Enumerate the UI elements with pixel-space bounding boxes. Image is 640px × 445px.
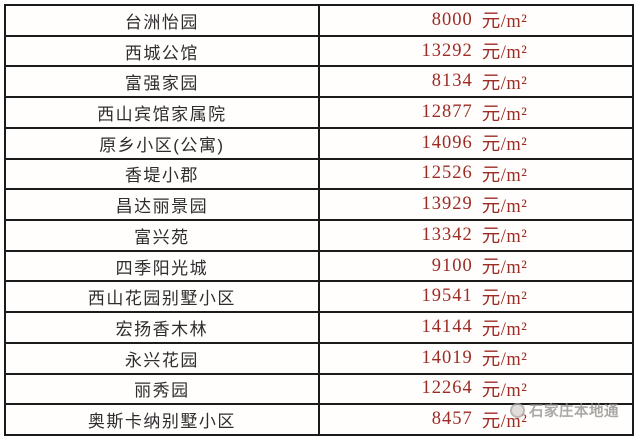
- table-row: 香堤小郡 12526 元/m²: [6, 159, 632, 191]
- price-unit: 元/m²: [481, 135, 528, 156]
- community-name: 西城公馆: [124, 43, 199, 63]
- table-row: 西山宾馆家属院 12877 元/m²: [6, 98, 632, 129]
- community-name: 昌达丽景园: [115, 197, 209, 217]
- price-cell: 14096 元/m²: [317, 128, 632, 158]
- price-cell: 12877 元/m²: [317, 98, 632, 127]
- table-row: 原乡小区(公寓) 14096 元/m²: [6, 128, 632, 160]
- price-cell: 8000 元/m²: [317, 6, 632, 35]
- table-row: 永兴花园 14019 元/m²: [6, 343, 632, 375]
- community-name: 宏扬香木林: [115, 320, 209, 340]
- table-row: 四季阳光城 9100 元/m²: [6, 251, 632, 283]
- price-value: 8457: [431, 409, 473, 430]
- price-cell: 12526 元/m²: [317, 159, 632, 189]
- price-unit: 元/m²: [481, 104, 528, 125]
- price-cell: 14144 元/m²: [317, 313, 632, 342]
- price-cell: 19541 元/m²: [317, 282, 632, 312]
- price-value: 14096: [421, 132, 473, 153]
- community-name: 西山花园别墅小区: [87, 289, 236, 309]
- price-unit: 元/m²: [481, 12, 528, 33]
- price-value: 12264: [421, 378, 473, 399]
- community-name: 丽秀园: [134, 381, 190, 401]
- community-name: 富兴苑: [134, 227, 190, 247]
- price-value: 8134: [431, 71, 473, 92]
- price-value: 14144: [421, 317, 473, 338]
- price-unit: 元/m²: [481, 288, 528, 309]
- price-unit: 元/m²: [481, 73, 528, 94]
- table-row: 富兴苑 13342 元/m²: [6, 221, 632, 252]
- price-table: 台洲怡园 8000 元/m² 西城公馆 13292 元/m² 富强家园 8134…: [4, 4, 634, 436]
- price-value: 13342: [421, 224, 473, 245]
- price-unit: 元/m²: [481, 165, 528, 186]
- price-unit: 元/m²: [481, 319, 528, 340]
- community-name: 香堤小郡: [124, 166, 199, 186]
- community-name: 台洲怡园: [124, 12, 199, 32]
- price-cell: 14019 元/m²: [317, 343, 632, 373]
- community-name: 富强家园: [124, 74, 199, 94]
- table-row: 宏扬香木林 14144 元/m²: [6, 313, 632, 344]
- table-row: 西城公馆 13292 元/m²: [6, 36, 632, 68]
- price-value: 19541: [421, 286, 473, 307]
- watermark-text: 石家庄本地通: [529, 404, 619, 420]
- community-name: 奥斯卡纳别墅小区: [87, 412, 236, 432]
- price-value: 12526: [421, 163, 473, 184]
- price-unit: 元/m²: [481, 227, 528, 248]
- price-value: 12877: [421, 102, 473, 123]
- price-value: 13929: [421, 194, 473, 215]
- price-cell: 9100 元/m²: [317, 251, 632, 281]
- table-row: 昌达丽景园 13929 元/m²: [6, 190, 632, 222]
- table-row: 西山花园别墅小区 19541 元/m²: [6, 282, 632, 314]
- price-cell: 8134 元/m²: [317, 67, 632, 97]
- price-cell: 12264 元/m²: [317, 374, 632, 404]
- price-unit: 元/m²: [481, 380, 528, 401]
- price-unit: 元/m²: [481, 350, 528, 371]
- price-unit: 元/m²: [481, 196, 528, 217]
- price-value: 14019: [421, 347, 473, 368]
- community-name: 永兴花园: [124, 350, 199, 370]
- watermark: 石家庄本地通: [510, 400, 619, 421]
- community-name: 四季阳光城: [115, 258, 209, 278]
- table-row: 台洲怡园 8000 元/m²: [6, 6, 632, 37]
- community-name: 原乡小区(公寓): [99, 135, 225, 155]
- price-cell: 13292 元/m²: [317, 36, 632, 66]
- price-unit: 元/m²: [481, 258, 528, 279]
- table-row: 丽秀园 12264 元/m²: [6, 374, 632, 406]
- price-value: 13292: [421, 40, 473, 61]
- price-value: 8000: [431, 9, 473, 30]
- price-unit: 元/m²: [481, 43, 528, 64]
- watermark-logo-icon: [510, 403, 525, 418]
- price-cell: 13929 元/m²: [317, 190, 632, 220]
- table-row: 富强家园 8134 元/m²: [6, 67, 632, 99]
- community-name: 西山宾馆家属院: [97, 105, 227, 125]
- price-value: 9100: [431, 255, 473, 276]
- price-cell: 13342 元/m²: [317, 221, 632, 250]
